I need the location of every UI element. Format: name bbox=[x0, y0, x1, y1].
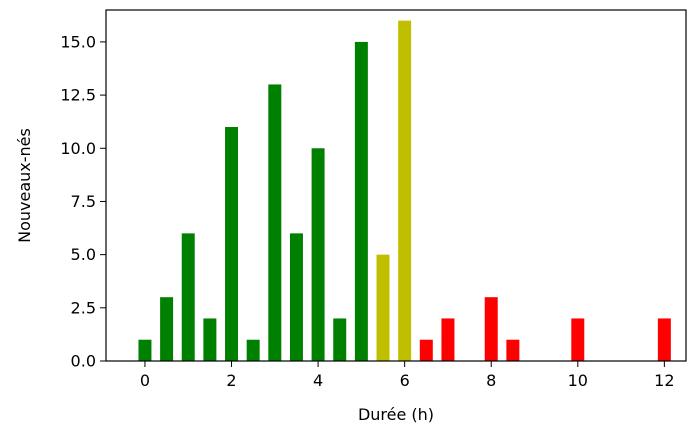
bar-18 bbox=[657, 318, 671, 361]
x-tick-label: 4 bbox=[313, 371, 323, 390]
x-axis-label: Durée (h) bbox=[358, 405, 434, 424]
y-tick-label: 10.0 bbox=[60, 139, 96, 158]
bars-group bbox=[138, 20, 671, 362]
plot-frame bbox=[105, 9, 687, 362]
bar-2 bbox=[181, 233, 195, 361]
bar-6 bbox=[268, 84, 282, 362]
y-tick-label: 7.5 bbox=[71, 192, 96, 211]
x-axis-ticks: 0 2 4 6 8 10 12 bbox=[140, 361, 675, 390]
bar-15 bbox=[484, 297, 498, 361]
bar-3 bbox=[203, 318, 217, 361]
bar-8 bbox=[311, 148, 325, 361]
x-tick-label: 8 bbox=[486, 371, 496, 390]
bar-5 bbox=[246, 339, 260, 361]
bar-7 bbox=[289, 233, 303, 361]
x-tick-label: 6 bbox=[400, 371, 410, 390]
bar-0 bbox=[138, 339, 152, 361]
bar-12 bbox=[398, 20, 412, 362]
y-tick-label: 2.5 bbox=[71, 298, 96, 317]
x-tick-label: 2 bbox=[226, 371, 236, 390]
bar-16 bbox=[506, 339, 520, 361]
bar-4 bbox=[225, 127, 239, 361]
bar-14 bbox=[441, 318, 455, 361]
bar-1 bbox=[160, 297, 174, 361]
y-tick-label: 0.0 bbox=[71, 352, 96, 371]
bar-17 bbox=[571, 318, 585, 361]
bar-13 bbox=[419, 339, 433, 361]
y-tick-label: 15.0 bbox=[60, 32, 96, 51]
bar-11 bbox=[376, 254, 390, 361]
bar-9 bbox=[333, 318, 347, 361]
y-axis-label: Nouveaux-nés bbox=[15, 128, 34, 243]
bar-10 bbox=[354, 41, 368, 362]
y-tick-label: 12.5 bbox=[60, 86, 96, 105]
x-tick-label: 10 bbox=[568, 371, 588, 390]
x-tick-label: 0 bbox=[140, 371, 150, 390]
x-tick-label: 12 bbox=[654, 371, 674, 390]
y-tick-label: 5.0 bbox=[71, 245, 96, 264]
y-axis-ticks: 0.0 2.5 5.0 7.5 10.0 12.5 15.0 bbox=[60, 32, 106, 371]
